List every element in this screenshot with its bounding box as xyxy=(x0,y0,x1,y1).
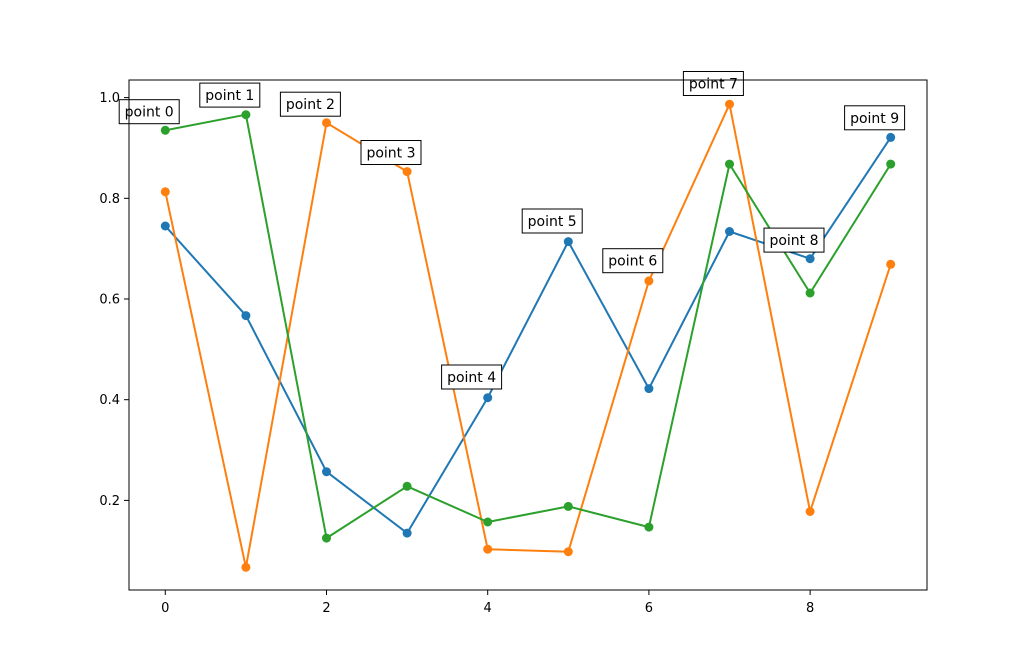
series-2-point-1 xyxy=(241,110,251,120)
series-1-line xyxy=(164,103,892,569)
annotation-9: point 9 xyxy=(844,105,906,131)
y-tick-label: 0.4 xyxy=(99,393,120,408)
series-0-point-8 xyxy=(805,254,815,264)
series-points xyxy=(160,99,896,572)
annotation-box xyxy=(682,71,744,96)
x-tick-label: 0 xyxy=(161,601,169,616)
series-2-point-0 xyxy=(160,125,170,135)
annotation-box xyxy=(763,227,825,253)
annotation-label: point 1 xyxy=(205,88,254,104)
annotation-4: point 4 xyxy=(441,364,503,390)
series-0-point-3 xyxy=(402,528,412,538)
y-tick-label: 0.8 xyxy=(99,192,120,207)
annotation-box xyxy=(279,91,341,117)
x-axis: 0 2 4 6 8 xyxy=(161,590,814,616)
series-1-point-2 xyxy=(322,118,331,128)
annotation-box xyxy=(199,82,261,108)
series-0-point-1 xyxy=(241,311,251,321)
series-1-point-1 xyxy=(241,562,251,572)
y-tick-label: 0.6 xyxy=(99,293,120,308)
annotation-label: point 2 xyxy=(286,97,335,113)
annotation-label: point 9 xyxy=(850,111,899,127)
annotation-box xyxy=(844,105,906,131)
series-2-point-8 xyxy=(805,288,815,298)
series-0-point-0 xyxy=(160,221,170,231)
y-axis: 0.2 0.4 0.6 0.8 1.0 xyxy=(99,91,129,509)
series-1-point-4 xyxy=(483,544,493,554)
series-2-point-7 xyxy=(725,159,734,169)
annotation-label: point 3 xyxy=(366,146,415,162)
annotation-label: point 8 xyxy=(769,233,818,249)
annotation-5: point 5 xyxy=(521,208,583,234)
plot-frame xyxy=(128,79,928,591)
annotation-label: point 0 xyxy=(125,105,174,121)
series-2-point-4 xyxy=(483,517,493,527)
annotation-0: point 0 xyxy=(118,99,180,125)
annotation-7: point 7 xyxy=(682,71,744,96)
series-1-point-6 xyxy=(644,276,654,286)
x-tick-label: 4 xyxy=(484,601,492,616)
annotation-label: point 7 xyxy=(689,77,738,93)
x-tick-label: 2 xyxy=(322,601,330,616)
annotation-box xyxy=(521,208,583,234)
series-0-point-6 xyxy=(644,384,654,394)
annotation-label: point 5 xyxy=(528,214,577,230)
series-0-point-4 xyxy=(483,393,493,403)
annotation-6: point 6 xyxy=(602,248,664,274)
series-0-point-9 xyxy=(886,132,896,142)
plot-area xyxy=(129,80,927,590)
series-1-point-8 xyxy=(805,507,815,516)
annotation-label: point 6 xyxy=(608,254,657,270)
series-1-point-9 xyxy=(886,259,896,269)
annotation-2: point 2 xyxy=(279,91,341,117)
series-2-point-3 xyxy=(402,481,412,491)
series-1-point-5 xyxy=(563,547,573,557)
x-tick-label: 8 xyxy=(806,601,814,616)
series-2-point-5 xyxy=(563,501,573,511)
annotation-box xyxy=(602,248,664,274)
y-tick-label: 0.2 xyxy=(99,494,120,509)
y-tick-label: 1.0 xyxy=(99,91,120,106)
annotation-8: point 8 xyxy=(763,227,825,253)
series-1-point-3 xyxy=(402,167,412,177)
annotation-box xyxy=(360,140,422,165)
series-1-point-0 xyxy=(160,187,170,197)
x-tick-label: 6 xyxy=(645,601,653,616)
annotation-3: point 3 xyxy=(360,140,422,165)
series-1-point-7 xyxy=(725,99,734,109)
series-0-point-7 xyxy=(725,227,734,236)
series-0-point-2 xyxy=(322,467,331,477)
annotation-1: point 1 xyxy=(199,82,261,108)
series-2-point-6 xyxy=(644,522,654,532)
series-2-point-2 xyxy=(322,533,331,543)
annotation-label: point 4 xyxy=(447,370,496,386)
series-0-point-5 xyxy=(563,237,573,247)
series-2-point-9 xyxy=(886,159,896,169)
annotation-box xyxy=(441,364,503,390)
